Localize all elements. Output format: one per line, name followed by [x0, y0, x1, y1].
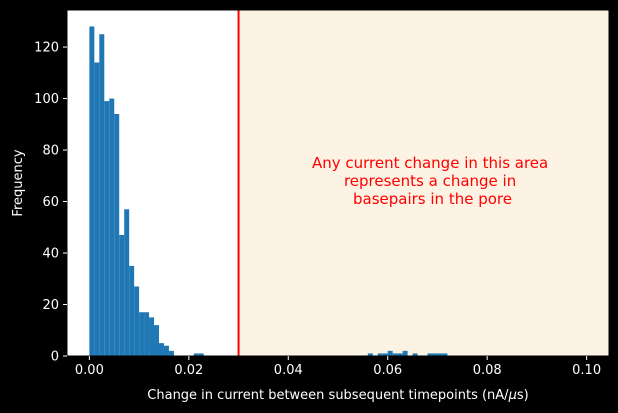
y-tick-label: 20	[42, 298, 59, 313]
histogram-bar	[124, 209, 130, 356]
annotation-text: Any current change in this area represen…	[312, 154, 553, 208]
y-tick-label: 60	[42, 195, 59, 210]
histogram-bar	[198, 353, 204, 356]
histogram-bar	[412, 353, 418, 356]
y-tick-label: 100	[34, 92, 59, 107]
histogram-bar	[104, 101, 110, 356]
x-axis: 0.00 0.02 0.04 0.06 0.08 0.10	[75, 356, 601, 378]
x-axis-label-suffix: s)	[517, 388, 529, 403]
histogram-bar	[144, 312, 150, 356]
histogram-bar	[442, 353, 448, 356]
x-tick-label: 0.08	[473, 363, 502, 378]
histogram-bar	[134, 286, 140, 356]
y-axis-label: Frequency	[11, 149, 26, 216]
histogram-bar	[163, 345, 169, 356]
histogram-bar	[402, 350, 408, 356]
shaded-region	[238, 10, 609, 356]
x-axis-label: Change in current between subsequent tim…	[147, 388, 528, 403]
histogram-bar	[139, 312, 145, 356]
histogram-bar	[149, 317, 155, 356]
x-axis-label-mu: μ	[508, 388, 517, 403]
histogram-bar	[397, 353, 403, 356]
y-tick-label: 80	[42, 144, 59, 159]
histogram-bar	[387, 350, 393, 356]
histogram-bars	[89, 26, 448, 357]
histogram-bar	[99, 34, 105, 357]
histogram-bar	[154, 325, 159, 356]
histogram-bar	[129, 265, 135, 356]
x-tick-label: 0.00	[75, 363, 104, 378]
annotation-line-2: represents a change in	[344, 172, 516, 190]
x-tick-label: 0.10	[572, 363, 601, 378]
y-axis: 0 20 40 60 80 100 120	[34, 41, 67, 365]
histogram-bar	[367, 353, 373, 356]
y-tick-label: 40	[42, 247, 59, 262]
x-tick-label: 0.02	[174, 363, 203, 378]
histogram-bar	[114, 114, 120, 356]
histogram-bar	[377, 353, 383, 356]
y-tick-label: 0	[51, 350, 59, 365]
histogram-bar	[119, 235, 125, 356]
histogram-bar	[392, 353, 398, 356]
axes-frame	[66, 9, 610, 357]
histogram-bar	[437, 353, 443, 356]
y-tick-label: 120	[34, 41, 59, 56]
histogram-bar	[89, 26, 95, 356]
x-axis-label-prefix: Change in current between subsequent tim…	[147, 388, 509, 403]
histogram-bar	[193, 353, 199, 356]
histogram-bar	[432, 353, 438, 356]
histogram-bar	[382, 353, 388, 356]
annotation-line-1: Any current change in this area	[312, 154, 548, 172]
histogram-bar	[158, 343, 164, 356]
annotation-line-3: basepairs in the pore	[353, 190, 512, 208]
histogram-bar	[168, 350, 174, 356]
histogram-bar	[427, 353, 433, 356]
histogram-bar	[109, 98, 115, 357]
x-tick-label: 0.06	[373, 363, 402, 378]
x-tick-label: 0.04	[274, 363, 303, 378]
histogram-bar	[94, 62, 100, 357]
